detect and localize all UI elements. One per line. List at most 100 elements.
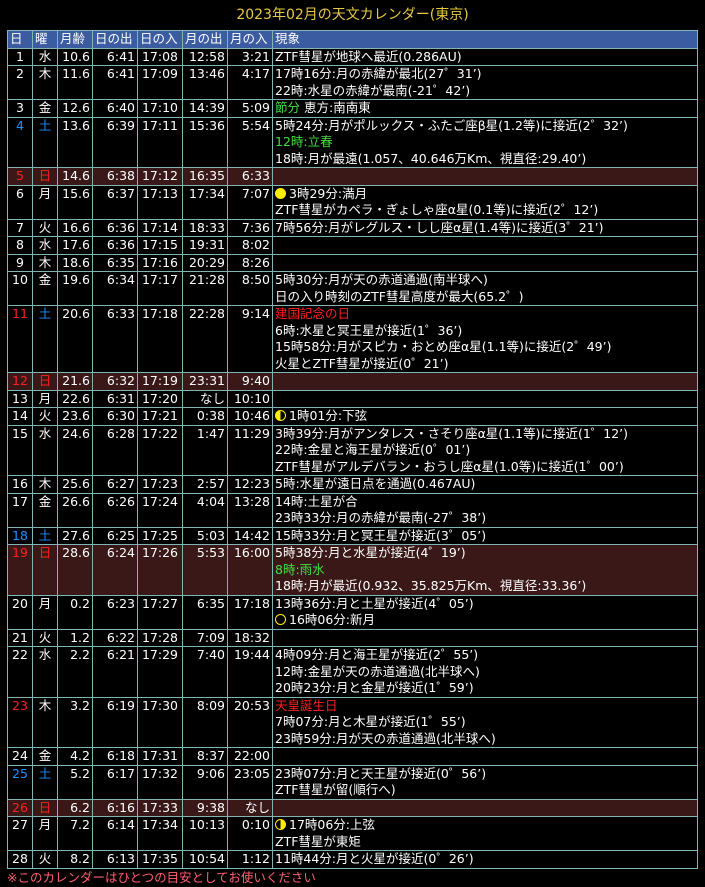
day-cell: 6 (7, 184, 33, 220)
weekday-cell: 木 (32, 65, 58, 100)
sunrise-cell: 6:14 (92, 816, 138, 851)
event-text: 3時39分:月がアンタレス・さそり座α星(1.1等)に接近(1゜12’) (275, 425, 629, 441)
moonset-cell: なし (227, 798, 273, 817)
events-cell: 13時36分:月と土星が接近(4゜05’) 16時06分:新月 (272, 594, 698, 630)
sunset-cell: 17:35 (137, 850, 183, 869)
table-row: 11 土 20.6 6:33 17:18 22:28 9:14 建国記念の日 6時:水星と冥王星… (7, 305, 698, 373)
day-cell: 17 (7, 492, 33, 528)
day-cell: 1 (7, 47, 33, 66)
table-row: 2 木 11.6 6:41 17:09 13:46 4:17 17時16分:月の赤緯が最北(2… (7, 65, 698, 100)
sunrise-cell: 6:19 (92, 696, 138, 748)
event-line: ZTF彗星が地球へ最近(0.286AU) (275, 49, 695, 65)
moon-age-cell: 17.6 (57, 236, 93, 255)
event-line: 日の入り時刻のZTF彗星高度が最大(65.2゜) (275, 289, 695, 305)
day-cell: 27 (7, 816, 33, 851)
weekday-cell: 火 (32, 218, 58, 237)
table-row: 26 日 6.2 6:16 17:33 9:38 なし (7, 798, 698, 817)
events-cell: ZTF彗星が地球へ最近(0.286AU) (272, 47, 698, 66)
weekday-cell: 火 (32, 850, 58, 869)
event-text: 6時:水星と冥王星が接近(1゜36’) (275, 322, 463, 338)
event-line: 1時01分:下弦 (275, 408, 695, 424)
sunset-cell: 17:09 (137, 65, 183, 100)
weekday-cell: 月 (32, 389, 58, 408)
day-cell: 18 (7, 526, 33, 545)
moonset-cell: 8:02 (227, 236, 273, 255)
event-line: 15時33分:月と冥王星が接近(3゜05’) (275, 528, 695, 544)
event-text: 23時59分:月が天の赤道通過(北半球へ) (275, 730, 496, 746)
weekday-cell: 月 (32, 184, 58, 220)
moonrise-cell: 10:13 (182, 816, 228, 851)
event-line: 7時07分:月と木星が接近(1゜55’) (275, 714, 695, 731)
sunset-cell: 17:21 (137, 407, 183, 426)
events-cell: 4時09分:月と海王星が接近(2゜55’) 12時:金星が天の赤道通過(北半球へ)… (272, 646, 698, 698)
event-line: 23時59分:月が天の赤道通過(北半球へ) (275, 730, 695, 747)
moonrise-cell: 21:28 (182, 271, 228, 306)
sunset-cell: 17:16 (137, 253, 183, 272)
sunrise-cell: 6:21 (92, 646, 138, 698)
day-cell: 7 (7, 218, 33, 237)
day-cell: 19 (7, 544, 33, 596)
day-cell: 23 (7, 696, 33, 748)
events-cell (272, 628, 698, 647)
day-cell: 10 (7, 271, 33, 306)
moonset-cell: 10:46 (227, 407, 273, 426)
event-line: 天皇誕生日 (275, 698, 695, 714)
disclaimer-note: ※このカレンダーはひとつの目安としてお使いください (7, 869, 316, 885)
sunset-cell: 17:10 (137, 99, 183, 118)
moonset-cell: 7:36 (227, 218, 273, 237)
event-line: ZTF彗星がカペラ・ぎょしゃ座α星(0.1等)に接近(2゜12’) (275, 202, 695, 218)
sunrise-cell: 6:39 (92, 116, 138, 168)
events-cell: 節分 恵方:南南東 (272, 99, 698, 118)
event-text: 14時:土星が合 (275, 493, 358, 509)
moonrise-cell: 22:28 (182, 305, 228, 373)
moon-age-cell: 28.6 (57, 544, 93, 596)
event-text: 建国記念の日 (275, 306, 351, 322)
event-text: ZTF彗星がカペラ・ぎょしゃ座α星(0.1等)に接近(2゜12’) (275, 202, 599, 217)
sunset-cell: 17:12 (137, 167, 183, 186)
sunset-cell: 17:29 (137, 646, 183, 698)
events-cell: 23時07分:月と天王星が接近(0゜56’) ZTF彗星が留(順行へ) (272, 764, 698, 800)
event-text: 節分 (275, 100, 301, 115)
table-row: 18 土 27.6 6:25 17:25 5:03 14:42 15時33分:月と冥王星が接近… (7, 526, 698, 545)
sunrise-cell: 6:38 (92, 167, 138, 186)
event-text: 11時44分:月と火星が接近(0゜26’) (275, 851, 474, 866)
table-row: 3 金 12.6 6:40 17:10 14:39 5:09 節分 恵方:南南東 (7, 99, 698, 118)
weekday-cell: 木 (32, 696, 58, 748)
moonrise-cell: 8:37 (182, 747, 228, 766)
event-text: 22時:水星の赤緯が最南(-21゜42’) (275, 82, 471, 98)
event-text: 3時29分:満月 (289, 185, 368, 201)
moonset-cell: 16:00 (227, 544, 273, 596)
sunrise-cell: 6:33 (92, 305, 138, 373)
moon-age-cell: 19.6 (57, 271, 93, 306)
weekday-cell: 金 (32, 271, 58, 306)
event-line: 18時:月が最遠(1.057、40.646万Km、視直径:29.40’) (275, 151, 695, 167)
sunrise-cell: 6:13 (92, 850, 138, 869)
day-cell: 25 (7, 764, 33, 800)
moonrise-cell: 2:57 (182, 475, 228, 494)
event-text: 恵方:南南東 (300, 100, 371, 115)
moonrise-cell: 12:58 (182, 47, 228, 66)
event-text: 15時58分:月がスピカ・おとめ座α星(1.1等)に接近(2゜49’) (275, 339, 612, 354)
weekday-cell: 水 (32, 646, 58, 698)
event-line: ZTF彗星が留(順行へ) (275, 782, 695, 798)
day-cell: 3 (7, 99, 33, 118)
events-cell: 1時01分:下弦 (272, 407, 698, 426)
event-text: ZTF彗星がアルデバラン・おうし座α星(1.0等)に接近(1゜00’) (275, 458, 624, 474)
sunset-cell: 17:17 (137, 271, 183, 306)
weekday-cell: 水 (32, 47, 58, 66)
moonset-cell: 4:17 (227, 65, 273, 100)
event-line: 3時39分:月がアンタレス・さそり座α星(1.1等)に接近(1゜12’) (275, 425, 695, 442)
moon-age-cell: 13.6 (57, 116, 93, 168)
day-cell: 13 (7, 389, 33, 408)
moonset-cell: 17:18 (227, 594, 273, 630)
sunset-cell: 17:26 (137, 544, 183, 596)
event-line: 23時33分:月の赤緯が最南(-27゜38’) (275, 510, 695, 526)
moonrise-cell: 18:33 (182, 218, 228, 237)
moon-age-cell: 10.6 (57, 47, 93, 66)
event-text: 17時16分:月の赤緯が最北(27゜31’) (275, 66, 482, 82)
event-line: 16時06分:新月 (275, 612, 695, 628)
moon-age-cell: 24.6 (57, 424, 93, 476)
moon-age-cell: 7.2 (57, 816, 93, 851)
table-row: 28 火 8.2 6:13 17:35 10:54 1:12 11時44分:月と火星が接近(0… (7, 850, 698, 869)
table-row: 13 月 22.6 6:31 17:20 なし 10:10 (7, 389, 698, 408)
